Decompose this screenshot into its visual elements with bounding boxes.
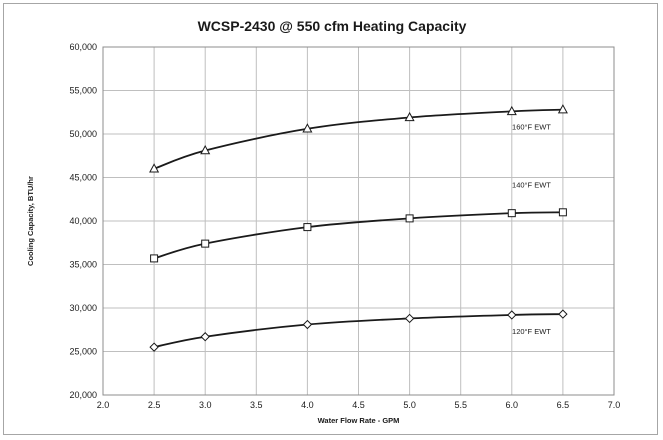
y-tick-label: 55,000 [69,86,97,96]
data-point-diamond [149,342,159,352]
y-tick-label: 50,000 [69,129,97,139]
data-point-square [405,214,414,223]
data-point-diamond [404,313,415,324]
chart-title: WCSP-2430 @ 550 cfm Heating Capacity [198,18,467,34]
data-point-square [303,223,312,232]
series-label: 160°F EWT [512,123,551,132]
data-point-square [201,239,210,248]
data-point-diamond [558,309,568,319]
data-point-triangle [149,163,160,173]
data-point-triangle [200,144,211,155]
x-axis-label: Water Flow Rate - GPM [318,416,400,425]
data-point-triangle [506,105,517,116]
x-tick-label: 5.5 [454,400,467,410]
y-tick-label: 45,000 [69,173,97,183]
x-tick-label: 6.5 [557,400,570,410]
y-tick-label: 35,000 [69,260,97,270]
y-axis-ticks: 20,000 25,000 30,000 35,000 40,000 45,000 50,0… [69,42,97,400]
x-tick-label: 2.5 [148,400,161,410]
series-triangle: 160°F EWT [149,104,568,173]
series-diamond: 120°F EWT [149,309,568,352]
data-point-diamond [200,332,210,342]
series-label: 120°F EWT [512,327,551,336]
y-tick-label: 25,000 [69,347,97,357]
x-axis-ticks: 2.0 2.5 3.0 3.5 4.0 4.5 5.0 5.5 6.0 6.5 7.0 [97,400,621,410]
x-tick-label: 5.0 [403,400,416,410]
data-point-triangle [404,111,415,122]
y-tick-label: 20,000 [69,390,97,400]
data-point-diamond [507,310,517,320]
x-tick-label: 4.0 [301,400,314,410]
y-tick-label: 60,000 [69,42,97,52]
data-point-square [558,208,567,217]
x-tick-label: 3.5 [250,400,263,410]
y-axis-label: Cooling Capacity, BTU/hr [26,176,35,266]
grid [102,46,615,396]
series-label: 140°F EWT [512,180,551,189]
series-square: 140°F EWT [150,180,567,263]
x-tick-label: 3.0 [199,400,212,410]
y-tick-label: 40,000 [69,216,97,226]
data-point-triangle [302,123,313,133]
data-point-square [507,209,516,218]
x-tick-label: 2.0 [97,400,110,410]
y-tick-label: 30,000 [69,303,97,313]
data-point-triangle [557,104,568,114]
data-point-diamond [302,319,313,330]
plot-area [102,46,615,396]
series: 160°F EWT 140°F EWT 120°F EWT [149,104,568,352]
x-tick-label: 6.0 [506,400,519,410]
x-tick-label: 7.0 [608,400,621,410]
chart-frame [3,3,658,435]
data-point-square [150,254,159,263]
x-tick-label: 4.5 [352,400,365,410]
